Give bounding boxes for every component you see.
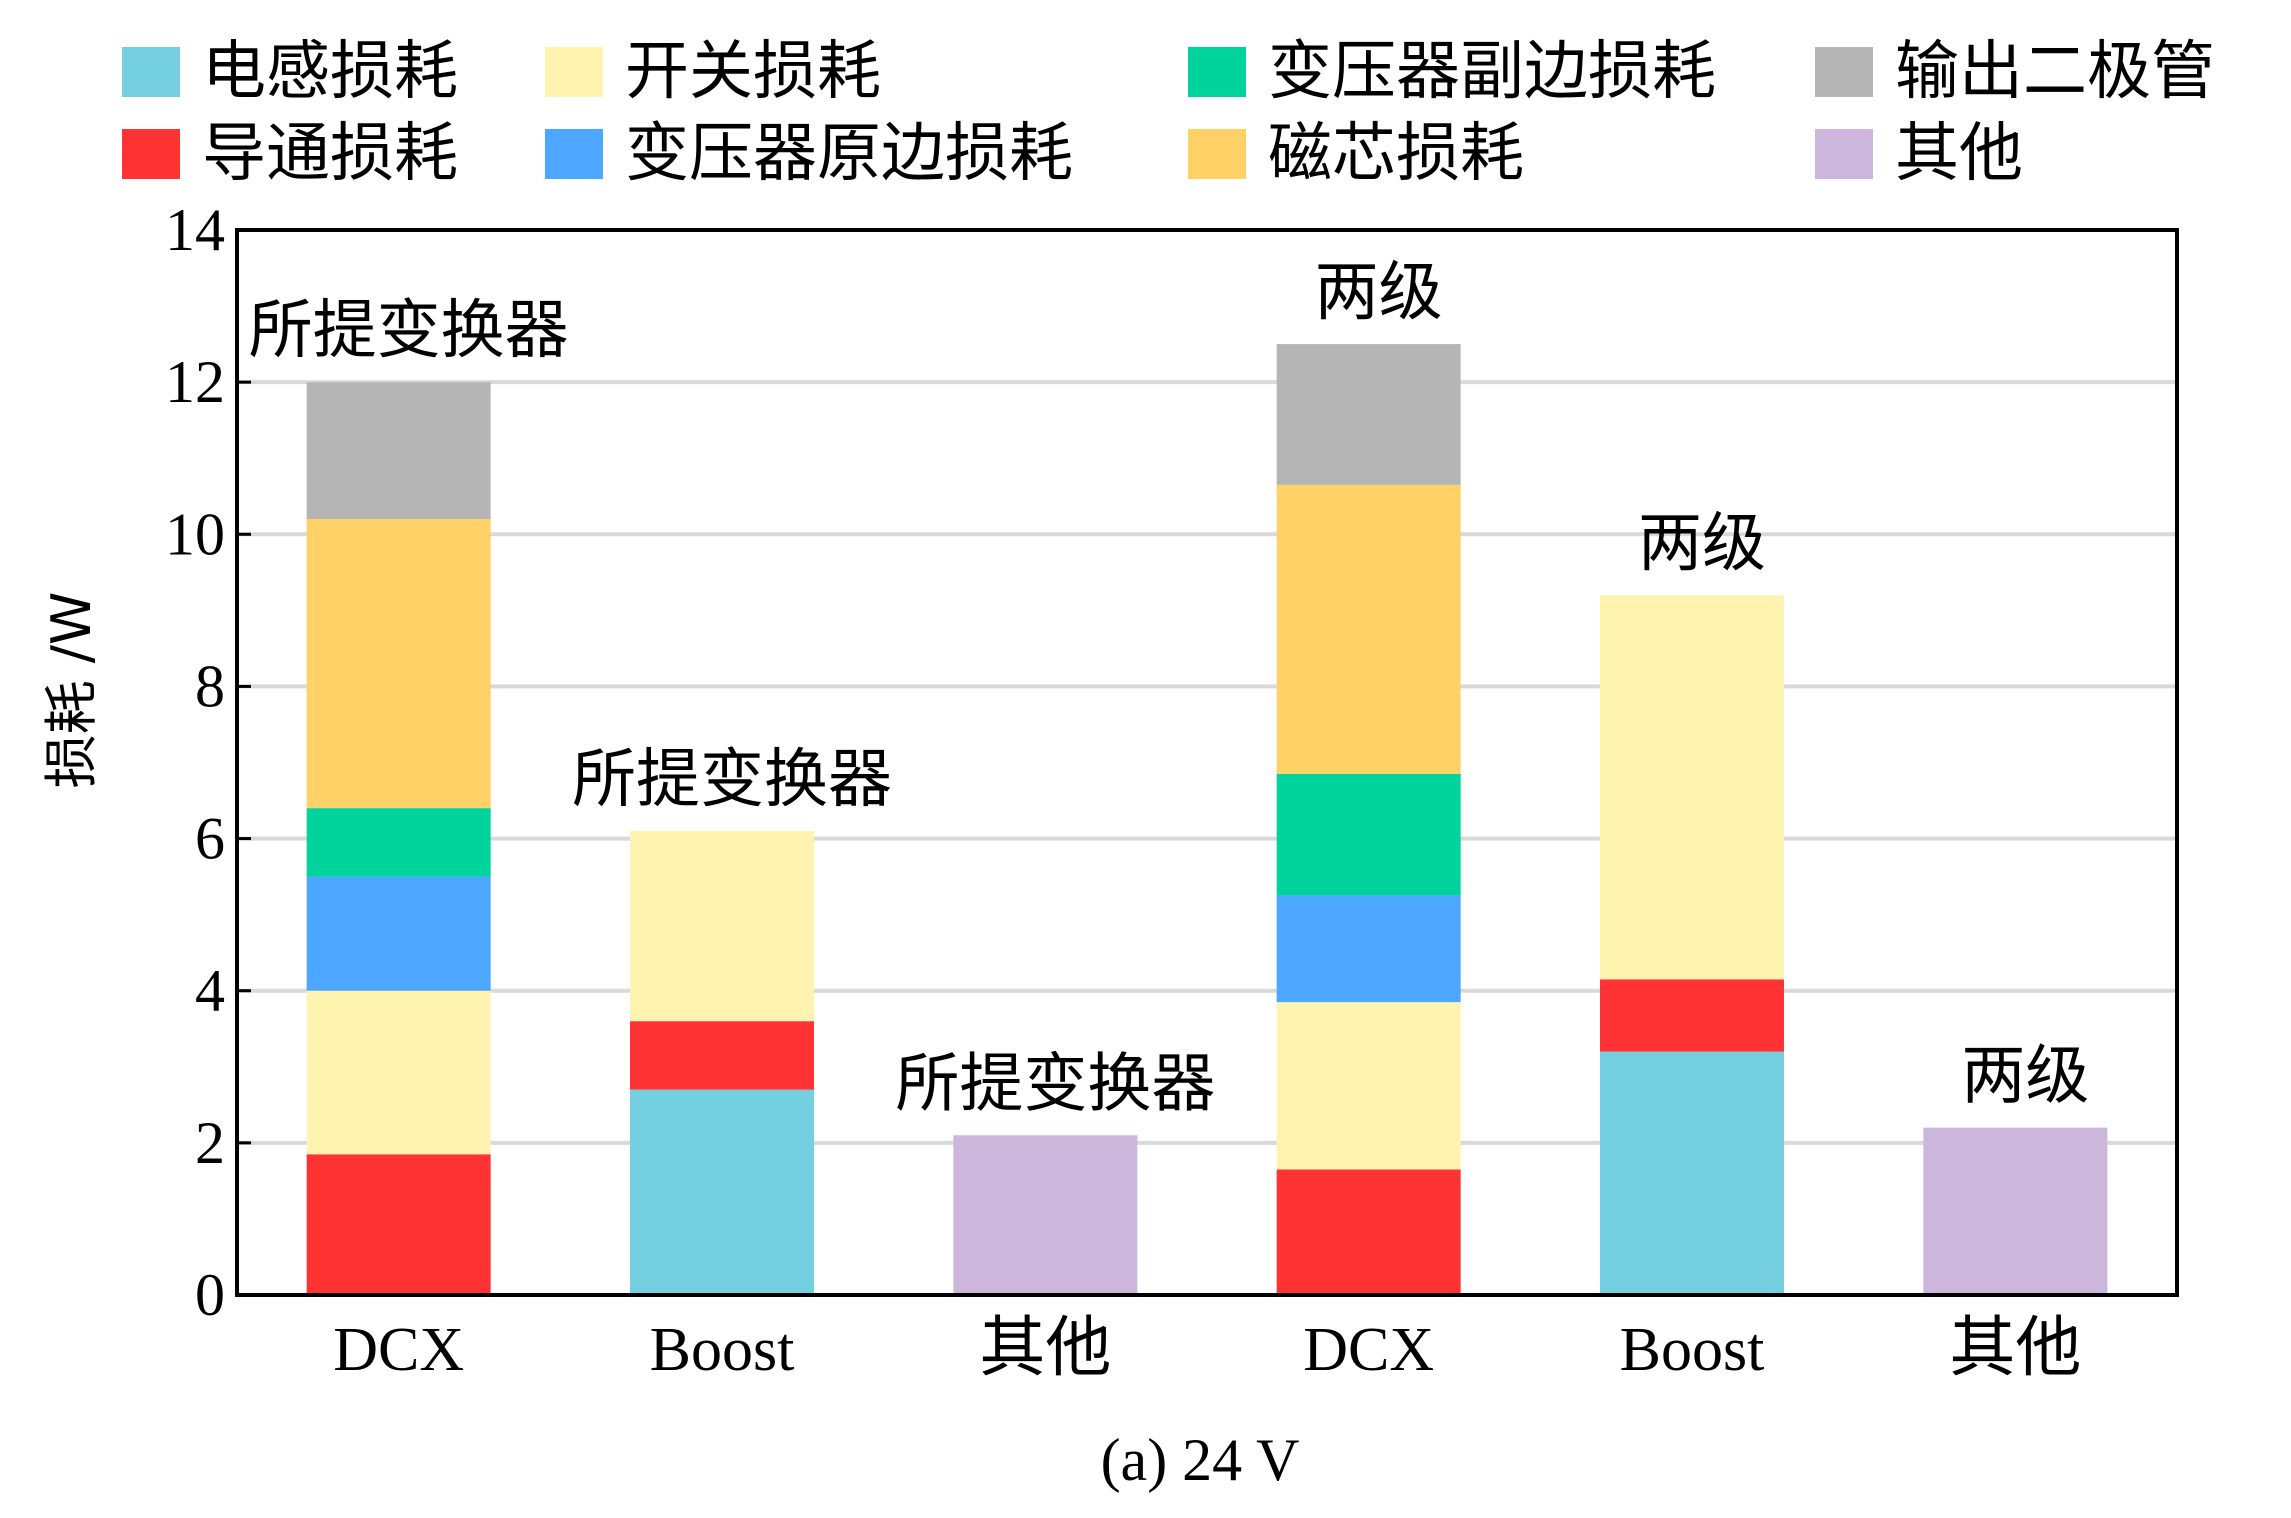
group-label: 所提变换器 bbox=[895, 1047, 1215, 1121]
y-tick-label: 12 bbox=[165, 349, 225, 415]
y-axis-ticks: 0 2 4 6 8 10 12 14 bbox=[165, 197, 251, 1328]
x-tick-label: DCX bbox=[333, 1316, 464, 1384]
legend-label: 开关损耗 bbox=[625, 35, 881, 109]
group-label: 两级 bbox=[1638, 507, 1766, 581]
bar-segment bbox=[1276, 895, 1461, 1003]
group-label: 两级 bbox=[1315, 256, 1443, 330]
legend-swatch bbox=[545, 129, 603, 179]
bar-segment bbox=[1600, 1051, 1784, 1295]
x-tick-label: 其他 bbox=[979, 1309, 1111, 1386]
bar-segment bbox=[630, 830, 814, 1022]
legend-swatch bbox=[1188, 129, 1246, 179]
x-tick-label: Boost bbox=[1620, 1316, 1765, 1384]
legend-swatch bbox=[122, 129, 180, 179]
y-tick-label: 6 bbox=[195, 806, 225, 872]
bar-segment bbox=[1276, 484, 1461, 774]
group-label: 所提变换器 bbox=[249, 294, 569, 368]
y-tick-label: 0 bbox=[195, 1262, 225, 1328]
legend-label: 导通损耗 bbox=[202, 117, 458, 191]
y-axis-label: 损耗 /W bbox=[40, 592, 103, 789]
bar-segment bbox=[306, 990, 491, 1155]
legend-swatch bbox=[1815, 47, 1873, 97]
bars bbox=[306, 344, 2108, 1295]
y-tick-label: 14 bbox=[165, 197, 225, 263]
group-label: 两级 bbox=[1961, 1040, 2089, 1114]
legend-swatch bbox=[1188, 47, 1246, 97]
y-tick-label: 10 bbox=[165, 501, 225, 567]
bar-segment bbox=[953, 1135, 1138, 1295]
legend-swatch bbox=[1815, 129, 1873, 179]
y-tick-label: 4 bbox=[195, 958, 225, 1024]
x-axis-ticks: DCX Boost 其他 DCX Boost 其他 bbox=[333, 1309, 2081, 1386]
group-label: 所提变换器 bbox=[572, 743, 892, 817]
y-tick-label: 2 bbox=[195, 1110, 225, 1176]
legend-label: 变压器原边损耗 bbox=[625, 117, 1073, 191]
x-tick-label: 其他 bbox=[1949, 1309, 2081, 1386]
bar-segment bbox=[1600, 595, 1784, 980]
bar-segment bbox=[630, 1021, 814, 1090]
bar-segment bbox=[306, 1154, 491, 1295]
bar-segment bbox=[1276, 1002, 1461, 1170]
bar-segment bbox=[1276, 1169, 1461, 1295]
bar-segment bbox=[306, 808, 491, 877]
bar-segment bbox=[630, 1089, 814, 1295]
legend-label: 输出二极管 bbox=[1895, 35, 2215, 109]
x-tick-label: DCX bbox=[1303, 1316, 1434, 1384]
bar-segment bbox=[306, 876, 491, 991]
bar-segment bbox=[306, 382, 491, 520]
bar-segment bbox=[1923, 1127, 2108, 1295]
legend-swatch bbox=[122, 47, 180, 97]
bar-segment bbox=[306, 519, 491, 809]
grid-lines bbox=[237, 380, 2177, 1145]
y-tick-label: 8 bbox=[195, 653, 225, 719]
bar-segment bbox=[1600, 979, 1784, 1052]
x-tick-label: Boost bbox=[650, 1316, 795, 1384]
legend-swatch bbox=[545, 47, 603, 97]
legend-label: 其他 bbox=[1895, 117, 2023, 191]
legend-label: 变压器副边损耗 bbox=[1268, 35, 1716, 109]
bar-segment bbox=[1276, 344, 1461, 485]
legend-label: 磁芯损耗 bbox=[1268, 117, 1524, 191]
chart-caption: (a) 24 V bbox=[1101, 1427, 1300, 1493]
plot-frame bbox=[235, 228, 2179, 1297]
bar-segment bbox=[1276, 773, 1461, 896]
legend-label: 电感损耗 bbox=[202, 35, 458, 109]
